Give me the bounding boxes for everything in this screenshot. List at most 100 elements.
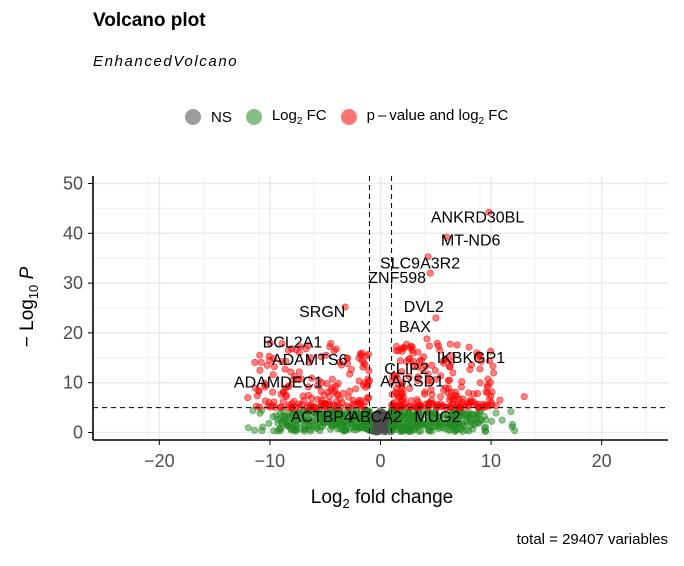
data-point bbox=[305, 401, 313, 409]
data-point bbox=[425, 342, 433, 350]
data-point bbox=[244, 394, 252, 402]
y-tick-label: 50 bbox=[63, 173, 83, 193]
data-point bbox=[348, 413, 356, 421]
data-point bbox=[437, 400, 445, 408]
data-point bbox=[284, 347, 292, 355]
data-point bbox=[476, 365, 484, 373]
data-point bbox=[360, 359, 368, 367]
legend-log2fc-swatch bbox=[245, 109, 262, 125]
data-point bbox=[327, 339, 335, 347]
data-point bbox=[251, 358, 259, 366]
data-point bbox=[465, 343, 473, 351]
data-point bbox=[269, 371, 277, 379]
data-point bbox=[470, 390, 478, 398]
data-point bbox=[406, 415, 414, 423]
data-point bbox=[432, 314, 440, 322]
data-point bbox=[356, 424, 364, 432]
data-point bbox=[441, 355, 449, 363]
data-point bbox=[321, 414, 329, 422]
data-point bbox=[278, 339, 286, 347]
data-point bbox=[297, 375, 305, 383]
gene-label: ZNF598 bbox=[368, 270, 426, 287]
data-point bbox=[330, 347, 338, 355]
data-point bbox=[420, 420, 428, 428]
legend-ns-label: NS bbox=[211, 108, 232, 126]
data-point bbox=[447, 388, 455, 396]
data-point bbox=[339, 389, 347, 397]
data-point bbox=[485, 357, 493, 365]
y-axis-title: − Log10 P bbox=[17, 266, 41, 347]
data-point bbox=[405, 373, 413, 381]
data-point bbox=[468, 361, 476, 369]
data-point bbox=[426, 269, 434, 277]
data-point bbox=[422, 362, 430, 370]
data-point bbox=[259, 423, 267, 431]
data-point bbox=[398, 423, 406, 431]
data-point bbox=[279, 398, 287, 406]
y-tick-label: 40 bbox=[63, 223, 83, 243]
data-point bbox=[421, 390, 429, 398]
data-point bbox=[469, 425, 477, 433]
data-point bbox=[261, 383, 269, 391]
cutoff-lines bbox=[93, 176, 668, 440]
gene-label: ADAMDEC1 bbox=[234, 375, 323, 392]
data-point bbox=[330, 401, 338, 409]
data-point bbox=[276, 409, 284, 417]
data-point bbox=[388, 425, 396, 433]
data-point bbox=[445, 376, 453, 384]
data-point bbox=[284, 383, 292, 391]
data-point bbox=[395, 401, 403, 409]
data-point bbox=[484, 381, 492, 389]
data-point bbox=[433, 419, 441, 427]
data-point bbox=[295, 368, 303, 376]
data-point bbox=[270, 363, 278, 371]
data-point bbox=[295, 349, 303, 357]
data-point bbox=[405, 355, 413, 363]
data-point bbox=[473, 349, 481, 357]
data-point bbox=[357, 401, 365, 409]
gene-label: AARSD1 bbox=[380, 374, 444, 391]
data-point bbox=[318, 399, 326, 407]
x-tick-label: 20 bbox=[592, 451, 612, 471]
data-point bbox=[281, 365, 289, 373]
data-point bbox=[414, 373, 422, 381]
legend-item-ns: NS bbox=[185, 109, 232, 126]
data-point bbox=[244, 424, 252, 432]
data-point bbox=[276, 425, 284, 433]
data-point bbox=[334, 379, 342, 387]
data-point bbox=[298, 401, 306, 409]
legend-item-log2fc: Log2 FC bbox=[245, 107, 327, 127]
data-point bbox=[316, 427, 324, 435]
data-point bbox=[465, 413, 473, 421]
data-point bbox=[408, 346, 416, 354]
caption: total = 29407 variables bbox=[516, 531, 668, 548]
data-point bbox=[520, 393, 528, 401]
gene-label: MUG2 bbox=[414, 409, 460, 426]
data-point bbox=[320, 391, 328, 399]
data-point bbox=[479, 403, 487, 411]
data-point bbox=[336, 358, 344, 366]
data-point bbox=[485, 208, 493, 216]
y-tick-label: 20 bbox=[63, 323, 83, 343]
data-point bbox=[423, 335, 431, 343]
data-point bbox=[326, 392, 334, 400]
data-point bbox=[405, 384, 413, 392]
data-point bbox=[393, 374, 401, 382]
data-point bbox=[511, 427, 519, 435]
data-point bbox=[265, 419, 273, 427]
data-point bbox=[424, 370, 432, 378]
data-point bbox=[440, 411, 448, 419]
data-point bbox=[498, 416, 506, 424]
data-point bbox=[328, 375, 336, 383]
data-point bbox=[292, 403, 300, 411]
x-tick-label: 0 bbox=[375, 451, 385, 471]
data-point bbox=[343, 402, 351, 410]
data-point bbox=[440, 386, 448, 394]
data-point bbox=[318, 379, 326, 387]
data-point bbox=[474, 411, 482, 419]
data-point bbox=[398, 383, 406, 391]
data-point bbox=[301, 425, 309, 433]
data-point bbox=[346, 370, 354, 378]
data-point bbox=[488, 388, 496, 396]
